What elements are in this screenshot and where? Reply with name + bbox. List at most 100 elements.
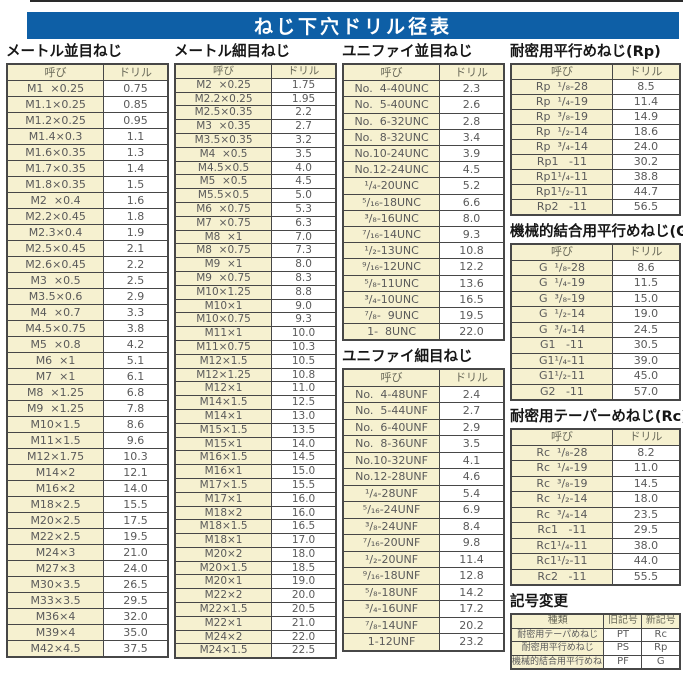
- drill-value-cell: 4.6: [439, 468, 505, 486]
- drill-value-cell: 13.5: [271, 422, 337, 438]
- thread-name-cell: No. 5-40UNC: [342, 96, 441, 114]
- drill-value-cell: 1.8: [103, 208, 169, 225]
- drill-value-cell: 0.75: [103, 80, 169, 97]
- drill-value-cell: 14.0: [271, 436, 337, 452]
- table-row: Rp ³/₄-14 24.0: [510, 139, 681, 155]
- table-row: ³/₄-16UNF 17.2: [342, 600, 505, 618]
- thread-name-cell: ⁵/₁₆-18UNC: [342, 193, 441, 211]
- table-row: Rc ³/₈-19 14.5: [510, 475, 681, 492]
- drill-value-cell: 1.5: [103, 176, 169, 193]
- table-row: M18×1.5 16.5: [174, 519, 337, 535]
- thread-name-cell: No. 8-32UNC: [342, 128, 441, 147]
- title-bar: ねじ下穴ドリル径表: [27, 12, 679, 39]
- table-row: Rc ¹/₈-28 8.2: [510, 444, 681, 461]
- table-row: M10×1.25 8.8: [174, 284, 337, 300]
- table-row: ⁷/₁₆-14UNC 9.3: [342, 226, 505, 244]
- column-metric-fine: メートル細目ねじ 呼び ドリル M2 ×0.25 1.75 M2.2×0.25 1.95 M2…: [174, 44, 337, 660]
- thread-name-cell: No.12-28UNF: [342, 468, 441, 486]
- thread-name-cell: M2.6×0.45: [6, 256, 105, 273]
- thread-name-cell: M20×1.5: [174, 560, 273, 576]
- table-row: M15×1 14.0: [174, 436, 337, 452]
- thread-name-cell: Rc ¹/₂-14: [510, 491, 613, 508]
- thread-name-cell: M2.3×0.4: [6, 224, 105, 241]
- thread-name-cell: Rp ¹/₂-14: [510, 124, 613, 140]
- section-unified-coarse: ユニファイ並目ねじ 呼び ドリル No. 4-40UNC 2.3 No. 5-40UNC 2…: [342, 44, 505, 342]
- thread-name-cell: ⁵/₈-11UNC: [342, 274, 441, 292]
- drill-value-cell: 2.4: [439, 385, 505, 404]
- drill-value-cell: 30.5: [611, 337, 681, 354]
- thread-name-cell: M30×3.5: [6, 576, 105, 593]
- header-row: 呼び ドリル: [174, 63, 337, 79]
- table-row: M10×1.5 8.6: [6, 416, 169, 433]
- drill-value-cell: 4.5: [271, 174, 337, 190]
- thread-name-cell: Rc1¹/₂-11: [510, 553, 613, 570]
- drill-value-cell: 16.5: [439, 290, 505, 309]
- table-row: M16×1 15.0: [174, 464, 337, 479]
- table-row: M10×0.75 9.3: [174, 312, 337, 328]
- drill-value-cell: 0.85: [103, 96, 169, 113]
- thread-name-cell: 1-12UNF: [342, 633, 441, 652]
- table-row: M20×1.5 18.5: [174, 560, 337, 576]
- thread-name-cell: M20×2.5: [6, 512, 105, 529]
- column-header-cell: 呼び: [342, 368, 441, 387]
- thread-name-cell: No. 4-48UNF: [342, 385, 441, 404]
- drill-value-cell: 18.0: [611, 491, 681, 508]
- table-row: M9 ×0.75 8.3: [174, 270, 337, 286]
- table-row: No.10-24UNC 3.9: [342, 145, 505, 163]
- table-row: Rp1 -11 30.2: [510, 154, 681, 170]
- drill-value-cell: 3.5: [271, 146, 337, 162]
- drill-size-table: 呼び ドリル No. 4-48UNF 2.4 No. 5-44UNF 2.7 No. 6-4…: [342, 368, 505, 652]
- table-row: M5.5×0.5 5.0: [174, 188, 337, 203]
- drill-value-cell: 16.5: [271, 519, 337, 535]
- column-header-cell: ドリル: [271, 63, 337, 79]
- table-row: 1- 8UNC 22.0: [342, 323, 505, 341]
- drill-value-cell: 26.5: [103, 576, 169, 593]
- thread-name-cell: M1 ×0.25: [6, 80, 105, 97]
- drill-value-cell: 11.4: [611, 94, 681, 110]
- column-header-cell: 呼び: [510, 63, 613, 80]
- column-header-cell: ドリル: [611, 428, 681, 446]
- section-metric-coarse: メートル並目ねじ 呼び ドリル M1 ×0.25 0.75 M1.1×0.25 0.85 M1…: [6, 44, 169, 658]
- drill-value-cell: 38.0: [611, 537, 681, 554]
- thread-name-cell: M4 ×0.7: [6, 304, 105, 321]
- drill-value-cell: 15.5: [271, 477, 337, 493]
- table-row: M6 ×1 5.1: [6, 352, 169, 369]
- table-row: ⁷/₈-14UNF 20.2: [342, 616, 505, 635]
- drill-value-cell: 13.0: [271, 408, 337, 424]
- table-row: 1-12UNF 23.2: [342, 633, 505, 652]
- thread-name-cell: M12×1.5: [174, 353, 273, 369]
- thread-name-cell: M18×1: [174, 533, 273, 548]
- header-row: 呼び ドリル: [510, 428, 681, 446]
- table-row: M3.5×0.6 2.9: [6, 288, 169, 305]
- table-row: M11×1.5 9.6: [6, 432, 169, 449]
- thread-name-cell: M6 ×1: [6, 352, 105, 369]
- table-row: M6 ×0.75 5.3: [174, 201, 337, 217]
- thread-name-cell: M14×1: [174, 408, 273, 424]
- table-row: M8 ×1.25 6.8: [6, 384, 169, 401]
- table-row: M4.5×0.5 4.0: [174, 160, 337, 176]
- thread-name-cell: 耐密用平行めねじ: [510, 641, 605, 656]
- drill-value-cell: 2.2: [271, 105, 337, 121]
- thread-name-cell: 1- 8UNC: [342, 323, 441, 341]
- thread-name-cell: Rc2 -11: [510, 568, 613, 586]
- thread-name-cell: No.10-24UNC: [342, 145, 441, 163]
- thread-name-cell: M27×3: [6, 560, 105, 577]
- drill-value-cell: 10.3: [271, 339, 337, 355]
- section-heading: 耐密用平行めねじ(Rp): [510, 44, 661, 60]
- drill-value-cell: 22.5: [271, 643, 337, 659]
- table-row: Rc ³/₄-14 23.5: [510, 506, 681, 523]
- thread-name-cell: M24×2: [174, 629, 273, 645]
- table-row: M2 ×0.25 1.75: [174, 77, 337, 93]
- table-row: No. 8-36UNF 3.5: [342, 435, 505, 453]
- thread-name-cell: G ³/₄-14: [510, 321, 613, 338]
- drill-value-cell: 18.5: [271, 560, 337, 576]
- table-row: ⁵/₈-18UNF 14.2: [342, 583, 505, 602]
- drill-value-cell: 1.6: [103, 192, 169, 209]
- drill-value-cell: 16.0: [271, 491, 337, 507]
- table-row: M2.5×0.35 2.2: [174, 105, 337, 121]
- thread-name-cell: M7 ×1: [6, 368, 105, 385]
- thread-name-cell: M8 ×0.75: [174, 243, 273, 259]
- thread-name-cell: ⁷/₈-14UNF: [342, 616, 441, 635]
- thread-name-cell: No. 8-36UNF: [342, 435, 441, 453]
- drill-value-cell: 1.75: [271, 77, 337, 93]
